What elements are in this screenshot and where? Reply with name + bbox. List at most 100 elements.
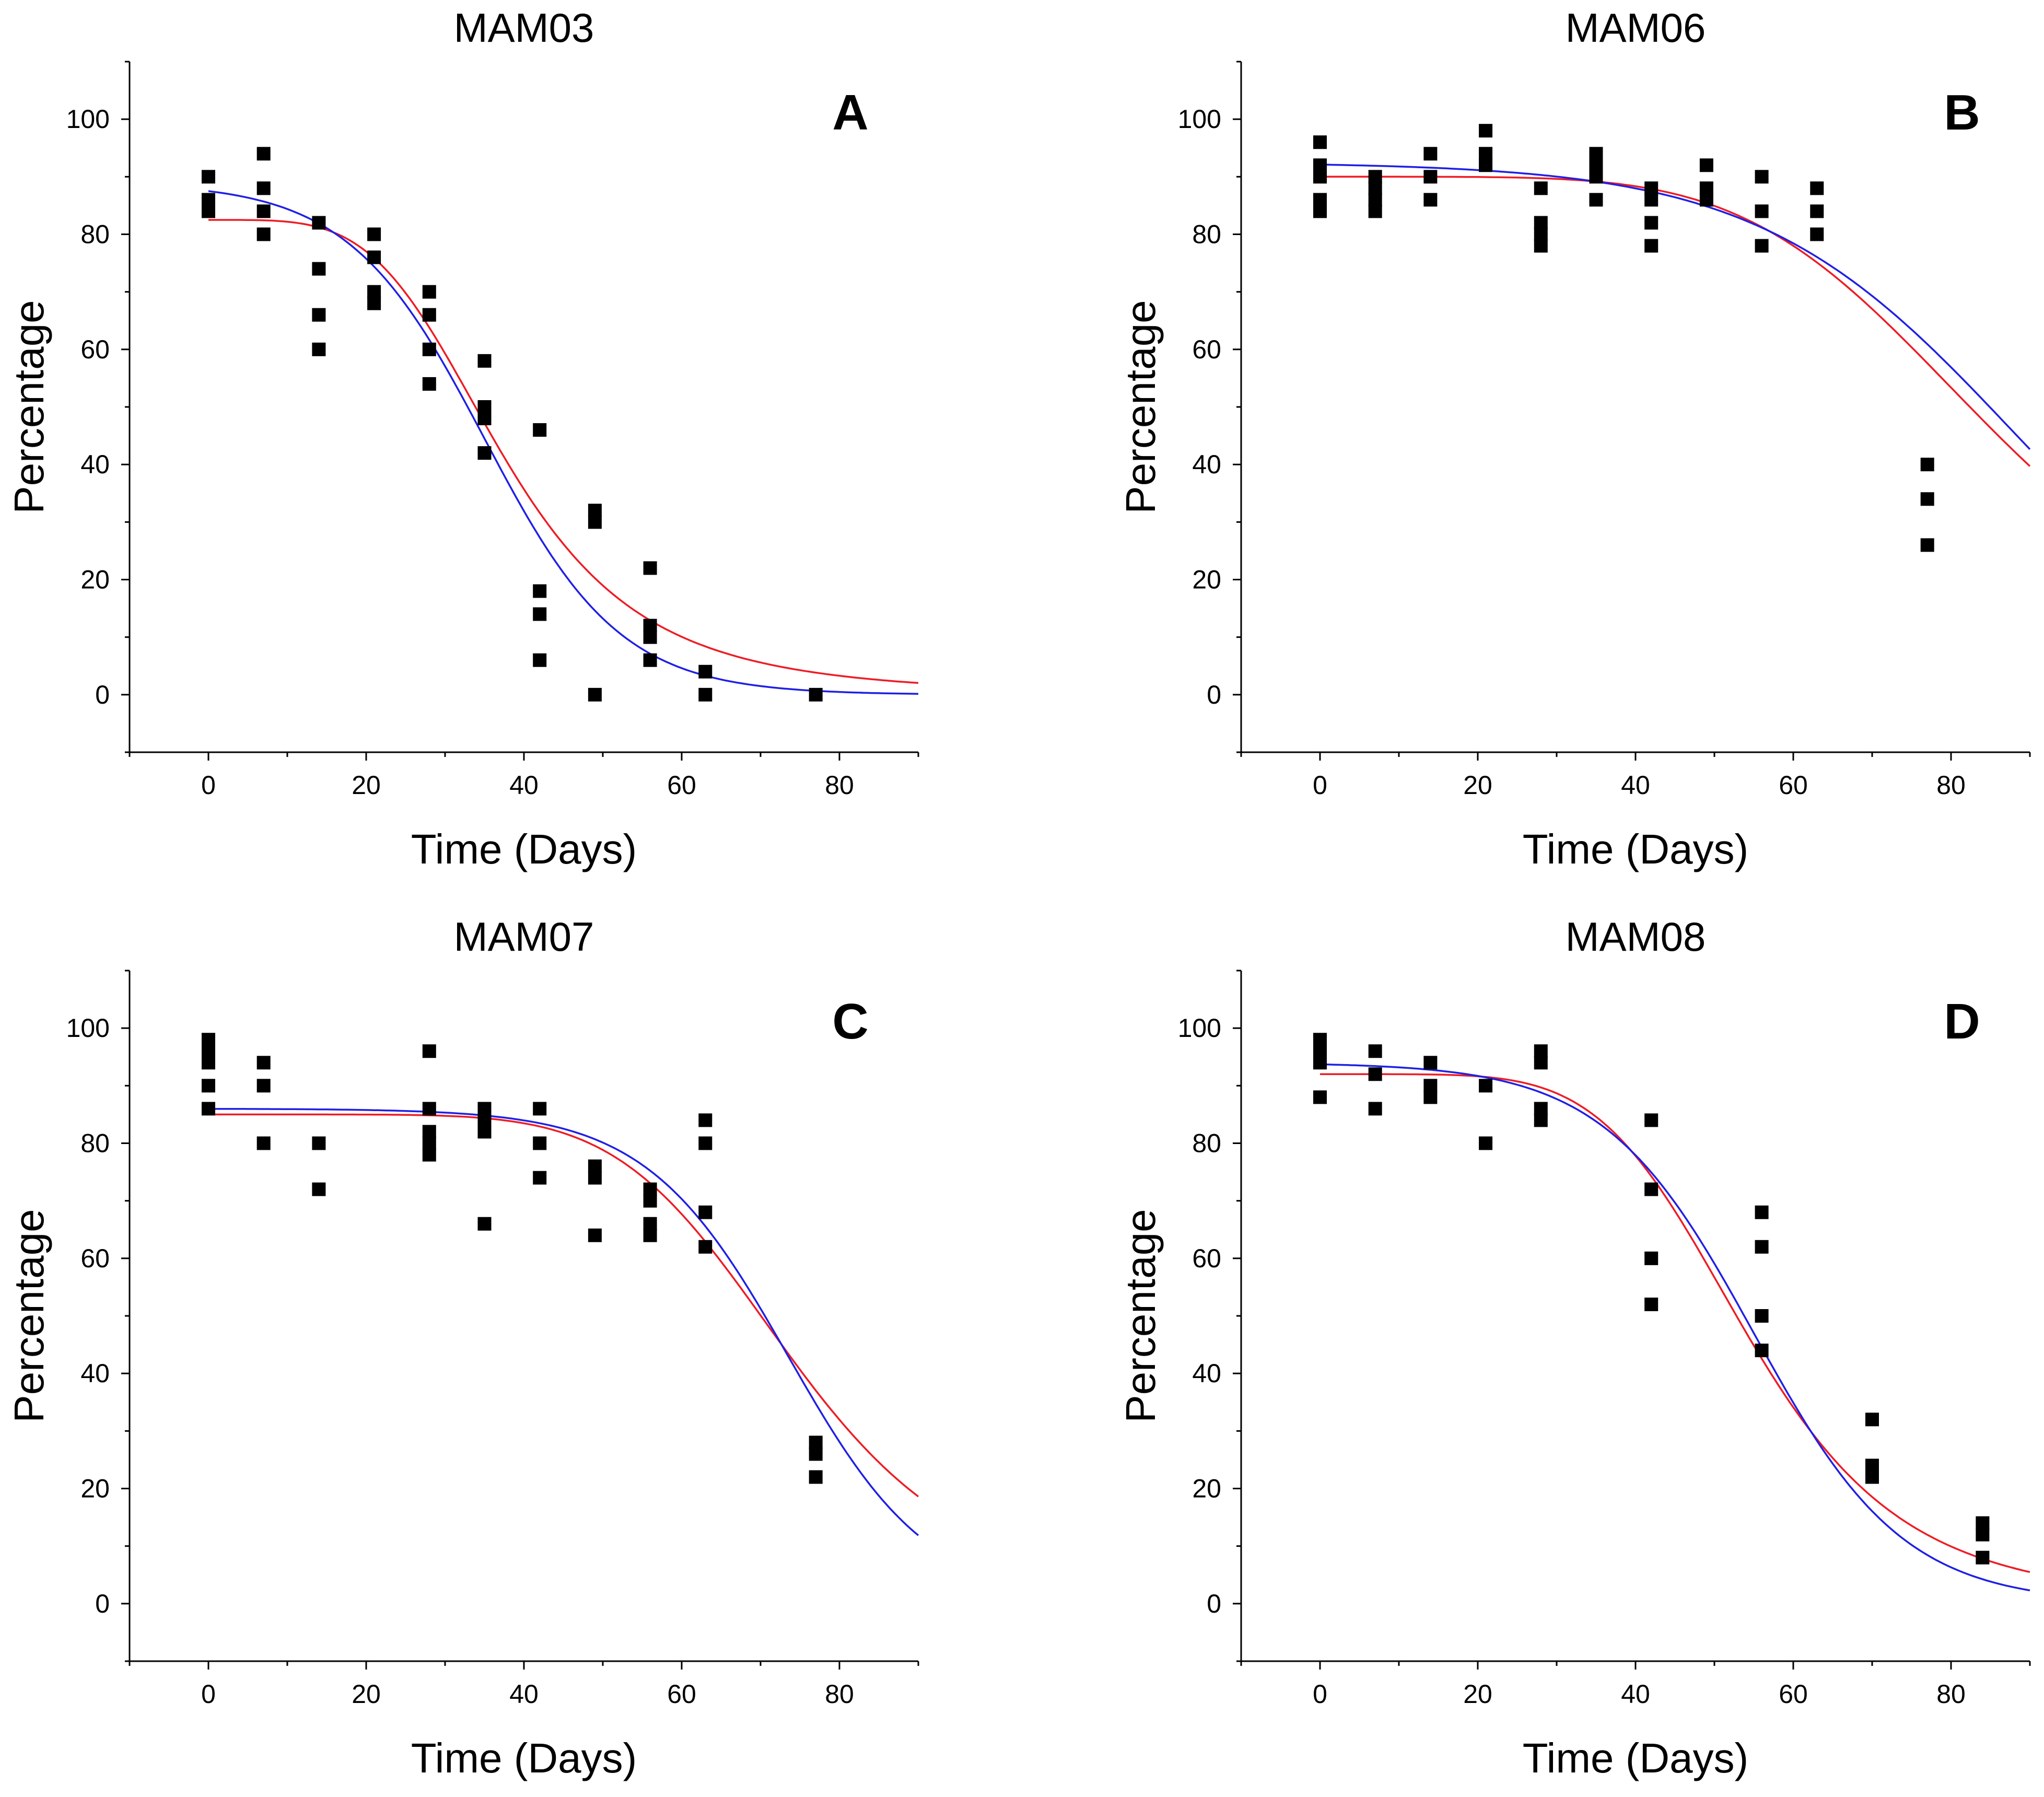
panel-c-y-tick-label: 0 — [95, 1589, 110, 1618]
panel-b-x-tick-label: 20 — [1463, 771, 1492, 800]
panel-c-y-tick-label: 100 — [66, 1013, 110, 1043]
panel-c-data-point — [256, 1079, 271, 1093]
panel-d-data-point — [1644, 1251, 1658, 1265]
panel-a-data-point — [477, 412, 492, 426]
panel-b-data-point — [1313, 193, 1327, 207]
panel-c-data-point — [698, 1240, 713, 1254]
panel-c-data-point — [533, 1102, 547, 1116]
panel-b-data-point — [1479, 124, 1493, 138]
panel-a-data-point — [809, 687, 823, 702]
panel-b-data-point — [1479, 147, 1493, 161]
panel-b-data-point — [1534, 239, 1548, 253]
panel-c-data-point — [809, 1436, 823, 1450]
panel-a-y-axis-label: Percentage — [6, 300, 52, 514]
panel-a-title: MAM03 — [454, 5, 594, 51]
panel-b-title: MAM06 — [1566, 5, 1706, 51]
panel-b-x-tick-label: 40 — [1621, 771, 1650, 800]
panel-b-data-point — [1589, 193, 1603, 207]
panel-c-data-point — [533, 1171, 547, 1185]
panel-a-y-tick-label: 80 — [80, 220, 110, 249]
panel-b-y-tick-label: 80 — [1192, 220, 1221, 249]
panel-a-x-tick-label: 80 — [825, 771, 854, 800]
panel-c-y-tick-label: 40 — [80, 1359, 110, 1388]
panel-b-data-point — [1423, 193, 1438, 207]
panel-d-y-tick-label: 40 — [1192, 1359, 1221, 1388]
panel-d-data-point — [1755, 1309, 1769, 1323]
panel-b-x-tick-label: 60 — [1779, 771, 1808, 800]
panel-d-x-tick-label: 60 — [1779, 1679, 1808, 1709]
panel-d-data-point — [1423, 1056, 1438, 1070]
panel-d-fit-red — [1320, 1073, 2030, 1573]
panel-a-data-point — [312, 216, 326, 230]
panel-d-data-point — [1368, 1067, 1382, 1081]
panel-b-data-point — [1810, 204, 1824, 218]
panel-b-y-axis-label: Percentage — [1117, 300, 1164, 514]
panel-c-y-axis-label: Percentage — [6, 1209, 52, 1422]
panel-b-data-point — [1589, 147, 1603, 161]
panel-c-data-point — [256, 1136, 271, 1150]
panel-b-data-point — [1644, 239, 1658, 253]
panel-a-data-point — [312, 262, 326, 276]
panel-d-data-point — [1534, 1102, 1548, 1116]
panel-a-data-point — [422, 285, 436, 299]
panel-d-data-point — [1534, 1044, 1548, 1058]
panel-a-data-point — [588, 687, 602, 702]
panel-c-data-point — [698, 1136, 713, 1150]
panel-a-letter: A — [832, 85, 868, 141]
panel-b-fit-red — [1320, 176, 2031, 467]
panel-c-data-point — [477, 1113, 492, 1127]
panel-c-data-point — [588, 1228, 602, 1242]
panel-a-data-point — [367, 296, 381, 310]
panel-d-y-tick-label: 20 — [1192, 1474, 1221, 1503]
panel-b-data-point — [1368, 204, 1382, 218]
panel-b-data-point — [1534, 181, 1548, 195]
panel-d-data-point — [1313, 1090, 1327, 1104]
panel-b-y-tick-label: 0 — [1207, 680, 1221, 709]
panel-d-data-point — [1534, 1056, 1548, 1070]
panel-a-fit-blue — [208, 190, 919, 695]
panel-a-x-tick-label: 60 — [667, 771, 696, 800]
panel-b-data-point — [1534, 216, 1548, 230]
panel-a-data-point — [256, 227, 271, 241]
panel-c-x-tick-label: 80 — [825, 1679, 854, 1709]
panel-c-title: MAM07 — [454, 914, 594, 960]
panel-d-y-axis-label: Percentage — [1117, 1209, 1164, 1422]
panel-b-data-point — [1589, 158, 1603, 172]
panel-d-data-point — [1755, 1344, 1769, 1358]
panel-c-data-point — [422, 1044, 436, 1058]
panel-d: MAM08 D 0 20 40 60 80 0 20 40 60 80 100 Time (Days) Pe… — [1117, 914, 2031, 1781]
panel-a-data-point — [477, 354, 492, 368]
panel-a-data-point — [533, 423, 547, 437]
panel-c-data-point — [422, 1102, 436, 1116]
panel-d-data-point — [1423, 1079, 1438, 1093]
panel-a-data-point — [698, 664, 713, 679]
panel-c-data-point — [643, 1228, 657, 1242]
panel-c-data-point — [643, 1182, 657, 1196]
panel-a-y-tick-label: 60 — [80, 335, 110, 364]
panel-d-data-point — [1368, 1044, 1382, 1058]
panel-a-data-point — [202, 170, 215, 184]
panel-a-data-point — [312, 342, 326, 356]
panel-b-data-point — [1589, 170, 1603, 184]
panel-d-data-point — [1865, 1413, 1879, 1427]
panel-c-x-tick-label: 40 — [509, 1679, 539, 1709]
panel-c-data-point — [202, 1044, 215, 1058]
panel-a-data-point — [367, 250, 381, 264]
panel-c-letter: C — [832, 994, 868, 1049]
panel-a-data-point — [533, 584, 547, 598]
panel-a-x-tick-label: 0 — [201, 771, 216, 800]
panel-c-x-tick-label: 20 — [352, 1679, 381, 1709]
panel-a-data-point — [422, 377, 436, 391]
panel-b-data-point — [1313, 158, 1327, 172]
panel-b-data-point — [1313, 135, 1327, 149]
panel-d-data-point — [1313, 1044, 1327, 1058]
panel-c-data-point — [422, 1125, 436, 1139]
panel-d-y-tick-label: 0 — [1207, 1589, 1221, 1618]
panel-b-data-point — [1479, 158, 1493, 172]
panel-d-data-point — [1976, 1527, 1990, 1542]
panel-c-data-point — [643, 1217, 657, 1231]
panel-a-data-point — [202, 193, 215, 207]
panel-c-data-point — [422, 1136, 436, 1150]
panel-a-y-tick-label: 0 — [95, 680, 110, 709]
panel-a-data-point — [588, 515, 602, 529]
